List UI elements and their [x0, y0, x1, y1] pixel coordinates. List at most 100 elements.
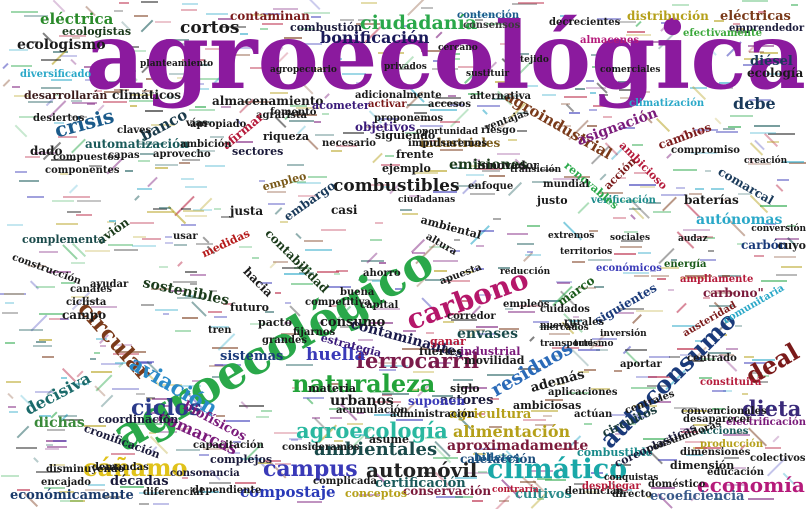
filler-stroke	[384, 365, 408, 367]
filler-stroke	[101, 363, 123, 365]
filler-stroke	[761, 280, 787, 282]
filler-stroke	[487, 374, 514, 376]
filler-stroke	[15, 171, 27, 173]
cloud-word: efectivamente	[683, 28, 763, 39]
cloud-word: agroecológica	[85, 2, 806, 110]
filler-stroke	[298, 195, 317, 197]
filler-stroke	[708, 352, 731, 354]
filler-stroke	[177, 77, 184, 79]
filler-stroke	[742, 0, 768, 2]
cloud-word: materia	[308, 382, 356, 395]
cloud-word: bonificación	[320, 28, 430, 47]
filler-stroke	[234, 366, 240, 368]
filler-stroke	[174, 244, 187, 246]
filler-stroke	[632, 144, 643, 146]
filler-stroke	[630, 214, 636, 220]
cloud-word: dimensión	[670, 459, 735, 472]
filler-stroke	[59, 35, 86, 37]
filler-stroke	[728, 126, 741, 128]
filler-stroke	[621, 127, 635, 129]
filler-stroke	[542, 300, 561, 302]
filler-stroke	[396, 419, 423, 421]
filler-stroke	[772, 435, 780, 443]
filler-stroke	[24, 15, 48, 17]
filler-stroke	[259, 180, 265, 182]
filler-stroke	[287, 164, 304, 166]
cloud-word: suponen	[408, 394, 465, 408]
cloud-word: activar	[368, 99, 407, 110]
filler-stroke	[648, 401, 671, 403]
filler-stroke	[130, 105, 137, 107]
filler-stroke	[691, 152, 717, 154]
filler-stroke	[136, 362, 152, 364]
cloud-word: claves	[117, 125, 152, 136]
filler-stroke	[560, 15, 572, 17]
cloud-word: calefacción	[460, 452, 537, 466]
cloud-word: diversificado	[20, 69, 92, 80]
cloud-word: agricultura	[449, 407, 532, 422]
filler-stroke	[205, 48, 228, 50]
filler-stroke	[140, 153, 155, 155]
filler-stroke	[67, 211, 81, 213]
filler-stroke	[529, 470, 553, 472]
cloud-word: combustibles	[333, 176, 460, 196]
filler-stroke	[411, 119, 438, 121]
cloud-word: verificación	[591, 195, 656, 206]
filler-stroke	[226, 420, 250, 422]
filler-stroke	[532, 181, 551, 183]
filler-stroke	[569, 320, 582, 322]
filler-stroke	[154, 405, 169, 407]
filler-stroke	[586, 80, 594, 82]
filler-stroke	[132, 245, 156, 247]
filler-stroke	[196, 78, 220, 80]
filler-stroke	[719, 334, 727, 336]
cloud-word: complementa	[22, 233, 106, 246]
filler-stroke	[304, 12, 330, 14]
filler-stroke	[329, 383, 340, 385]
filler-stroke	[51, 79, 72, 81]
filler-stroke	[59, 491, 74, 493]
cloud-word: grandes	[262, 335, 307, 346]
cloud-word: sectores	[232, 145, 284, 158]
filler-stroke	[749, 51, 764, 53]
filler-stroke	[714, 117, 722, 125]
filler-stroke	[694, 236, 713, 238]
filler-stroke	[618, 81, 633, 83]
filler-stroke	[552, 347, 579, 349]
filler-stroke	[425, 437, 446, 439]
cloud-word: reducción	[500, 267, 551, 277]
filler-stroke	[285, 302, 291, 304]
filler-stroke	[194, 88, 209, 90]
filler-stroke	[340, 326, 357, 328]
filler-stroke	[574, 483, 584, 485]
filler-stroke	[704, 237, 715, 239]
filler-stroke	[280, 221, 288, 223]
filler-stroke	[209, 326, 229, 328]
filler-stroke	[517, 112, 528, 114]
cloud-word: objetivos	[355, 120, 416, 134]
filler-stroke	[516, 85, 538, 87]
cloud-word: carbón	[741, 238, 788, 252]
filler-stroke	[653, 211, 671, 213]
cloud-word: alternativa	[470, 91, 531, 102]
filler-stroke	[643, 438, 666, 440]
cloud-word: riesgo	[481, 125, 516, 136]
cloud-word: fuertes	[419, 345, 463, 358]
filler-stroke	[386, 412, 392, 414]
filler-stroke	[48, 271, 71, 273]
filler-stroke	[16, 447, 37, 449]
filler-stroke	[328, 286, 351, 288]
filler-stroke	[35, 391, 53, 393]
filler-stroke	[701, 358, 716, 360]
filler-stroke	[723, 128, 735, 130]
filler-stroke	[517, 130, 527, 132]
cloud-word: tejido	[520, 55, 549, 65]
filler-stroke	[634, 275, 649, 277]
filler-stroke	[87, 103, 95, 105]
filler-stroke	[19, 180, 39, 182]
filler-stroke	[736, 31, 749, 33]
filler-stroke	[537, 498, 544, 500]
cloud-word: compuestos	[53, 152, 120, 163]
cloud-word: décadas	[110, 474, 169, 489]
filler-stroke	[597, 18, 621, 20]
